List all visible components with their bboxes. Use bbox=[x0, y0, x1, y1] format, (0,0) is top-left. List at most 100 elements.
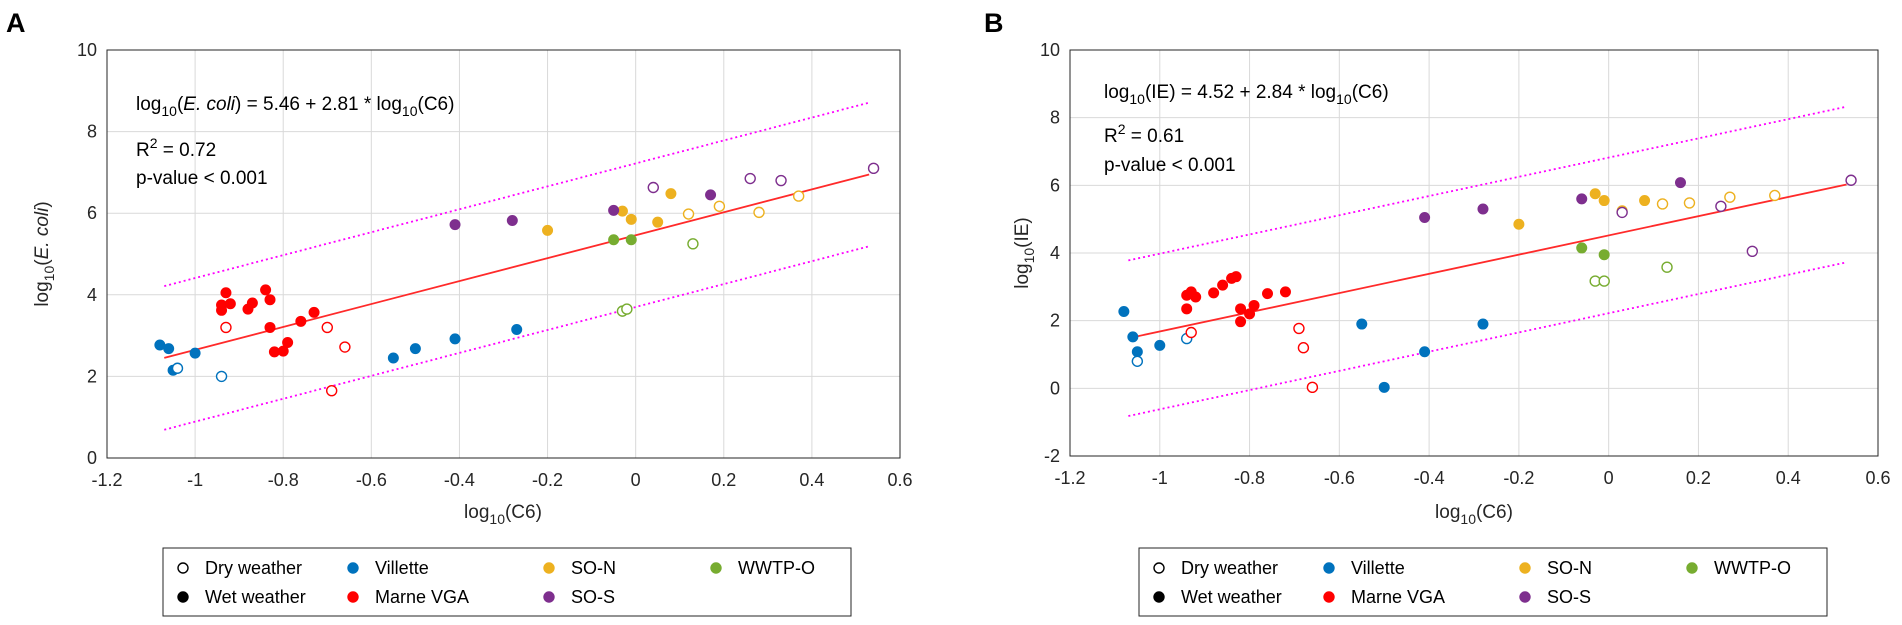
point-so-n-dry bbox=[682, 208, 695, 220]
point-marne-vga-dry bbox=[339, 341, 351, 353]
point-marne-vga-wet bbox=[277, 345, 289, 357]
x-tick-label: -1 bbox=[187, 470, 203, 490]
point-marne-vga-wet bbox=[1279, 286, 1291, 298]
legend-marker-marne-vga bbox=[347, 591, 359, 603]
point-so-s-dry bbox=[1616, 206, 1628, 219]
x-tick-label: 0 bbox=[1604, 468, 1614, 488]
point-marne-vga-wet bbox=[1190, 291, 1202, 303]
point-marne-vga-wet bbox=[224, 298, 236, 310]
point-so-s-dry bbox=[744, 172, 756, 185]
point-so-n-dry bbox=[753, 206, 765, 219]
x-tick-label: -1.2 bbox=[1054, 468, 1085, 488]
legend-label-dry-weather: Dry weather bbox=[205, 558, 302, 578]
point-marne-vga-wet bbox=[260, 284, 272, 296]
point-marne-vga-wet bbox=[308, 306, 320, 318]
p-value: p-value < 0.001 bbox=[136, 168, 268, 189]
point-marne-vga-dry bbox=[325, 384, 338, 397]
x-tick-label: -0.6 bbox=[1324, 468, 1355, 488]
point-marne-vga-wet bbox=[264, 294, 276, 306]
x-tick-label: -0.8 bbox=[268, 470, 299, 490]
x-tick-label: -0.4 bbox=[444, 470, 475, 490]
x-tick-label: 0.4 bbox=[1776, 468, 1801, 488]
point-villette-wet bbox=[1118, 306, 1130, 318]
point-villette-wet bbox=[1154, 339, 1166, 351]
y-tick-label: 10 bbox=[77, 40, 97, 60]
legend-marker-so-n bbox=[1519, 562, 1531, 574]
point-so-s-wet bbox=[705, 189, 717, 201]
legend-marker-marne-vga bbox=[1323, 591, 1335, 603]
point-wwtp-o-wet bbox=[608, 234, 620, 246]
legend-marker-wet-weather bbox=[1153, 591, 1165, 603]
point-villette-wet bbox=[1477, 318, 1489, 330]
x-tick-label: 0.6 bbox=[887, 470, 912, 490]
point-so-s-wet bbox=[1419, 211, 1431, 223]
point-wwtp-o-dry bbox=[1598, 275, 1610, 287]
legend-marker-dry-weather bbox=[1153, 562, 1165, 574]
point-so-n-dry bbox=[1683, 197, 1696, 209]
point-marne-vga-wet bbox=[1244, 308, 1256, 320]
point-marne-vga-wet bbox=[1217, 279, 1229, 291]
x-tick-label: 0.2 bbox=[711, 470, 736, 490]
legend-box bbox=[162, 547, 852, 617]
point-villette-wet bbox=[511, 323, 523, 335]
legend-label-wet-weather: Wet weather bbox=[1181, 587, 1282, 607]
point-so-n-wet bbox=[625, 213, 637, 225]
point-so-n-wet bbox=[542, 224, 554, 236]
x-tick-label: -0.6 bbox=[356, 470, 387, 490]
point-so-s-dry bbox=[1845, 174, 1857, 186]
point-marne-vga-dry bbox=[1306, 381, 1319, 394]
point-so-n-dry bbox=[1769, 189, 1781, 202]
point-villette-dry bbox=[171, 362, 184, 374]
point-so-s-wet bbox=[608, 204, 620, 216]
point-so-n-dry bbox=[713, 200, 726, 212]
x-tick-label: -0.8 bbox=[1234, 468, 1265, 488]
legend-marker-wet-weather bbox=[177, 591, 189, 603]
panel-a: A -1.2 -1 -0.8 -0.6 -0.4 -0.2 0 0.2 0.4 0.6 0 2 4 6 8… bbox=[6, 8, 913, 617]
point-so-s-wet bbox=[449, 219, 461, 231]
point-villette-wet bbox=[409, 343, 421, 355]
legend-marker-dry-weather bbox=[177, 562, 189, 574]
legend-marker-so-n bbox=[543, 562, 555, 574]
point-so-s-wet bbox=[1477, 203, 1489, 215]
plot-frame bbox=[1069, 49, 1879, 457]
point-villette-wet bbox=[1127, 331, 1139, 343]
y-tick-label: 2 bbox=[87, 366, 97, 386]
legend-box bbox=[1138, 547, 1828, 617]
x-tick-label: -1.2 bbox=[91, 470, 122, 490]
regression-line bbox=[164, 173, 870, 359]
point-so-n-wet bbox=[1598, 195, 1610, 207]
point-marne-vga-wet bbox=[220, 287, 232, 299]
x-tick-label: -0.2 bbox=[1503, 468, 1534, 488]
x-tick-label: 0 bbox=[631, 470, 641, 490]
plot-frame bbox=[106, 49, 901, 459]
y-tick-label: 0 bbox=[1050, 378, 1060, 398]
y-tick-label: 8 bbox=[1050, 108, 1060, 128]
legend-label-villette: Villette bbox=[375, 558, 429, 578]
legend-label-so-s: SO-S bbox=[1547, 587, 1591, 607]
legend-label-wwtp-o: WWTP-O bbox=[1714, 558, 1791, 578]
y-axis-label: log10(IE) bbox=[1012, 217, 1037, 289]
point-marne-vga-dry bbox=[1185, 326, 1197, 339]
point-marne-vga-wet bbox=[1262, 288, 1274, 300]
point-villette-wet bbox=[163, 343, 175, 355]
point-marne-vga-wet bbox=[1230, 271, 1242, 283]
fit-equation: log10(E. coli) = 5.46 + 2.81 * log10(C6) bbox=[136, 94, 454, 119]
y-tick-label: 10 bbox=[1040, 40, 1060, 60]
legend-marker-wwtp-o bbox=[710, 562, 722, 574]
point-villette-dry bbox=[1131, 355, 1144, 367]
point-wwtp-o-dry bbox=[621, 303, 633, 315]
point-villette-wet bbox=[1356, 318, 1368, 330]
legend: Dry weather Villette SO-N WWTP-O Wet weather… bbox=[162, 547, 852, 617]
point-marne-vga-wet bbox=[246, 297, 258, 309]
panel-b: B -1.2 -1 -0.8 -0.6 -0.4 -0.2 0 0.2 0.4 0.6 -2 0 2 4… bbox=[984, 8, 1891, 617]
point-marne-vga-wet bbox=[295, 315, 307, 327]
legend-marker-wwtp-o bbox=[1686, 562, 1698, 574]
point-marne-vga-dry bbox=[220, 321, 232, 334]
x-axis-label: log10(C6) bbox=[1435, 502, 1513, 527]
legend-marker-villette bbox=[1323, 562, 1335, 574]
y-tick-label: 2 bbox=[1050, 311, 1060, 331]
legend-label-dry-weather: Dry weather bbox=[1181, 558, 1278, 578]
point-marne-vga-wet bbox=[282, 337, 294, 349]
